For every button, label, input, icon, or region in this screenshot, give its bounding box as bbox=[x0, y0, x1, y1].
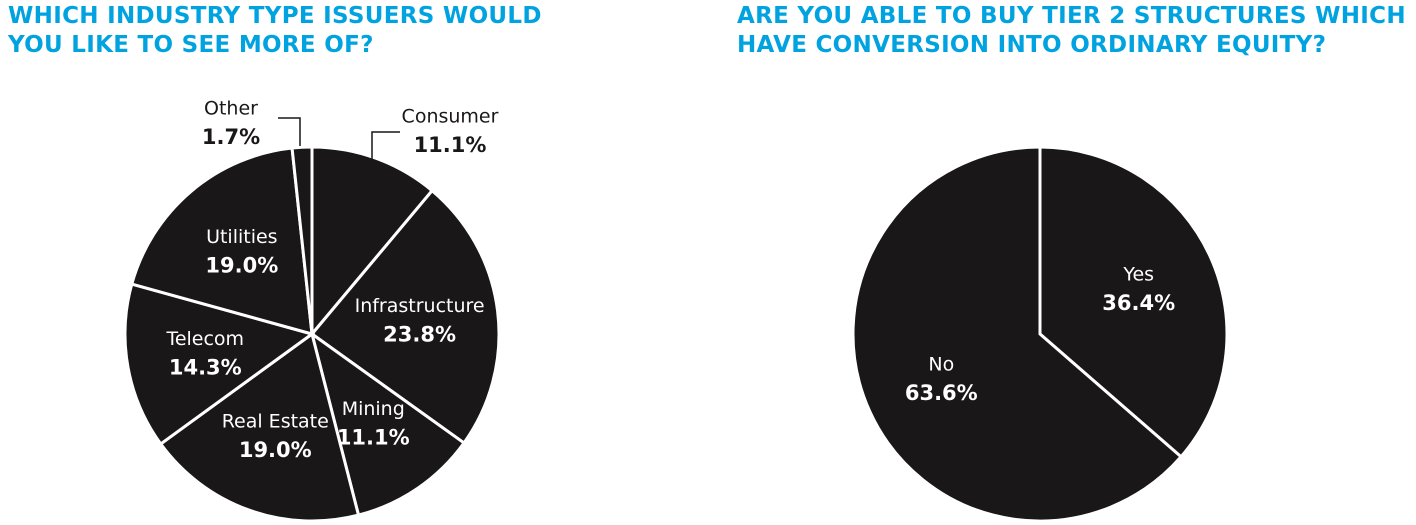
pie-slice bbox=[1038, 145, 1229, 459]
slice-label: Real Estate bbox=[222, 411, 329, 433]
chart-title: WHICH INDUSTRY TYPE ISSUERS WOULD YOU LI… bbox=[8, 3, 542, 58]
leader-line bbox=[371, 131, 400, 160]
pie-slice bbox=[129, 146, 314, 337]
slice-value-label: 36.4% bbox=[1102, 291, 1175, 315]
slice-value-label: 19.0% bbox=[205, 253, 278, 277]
slice-value-label: 11.1% bbox=[337, 426, 410, 450]
leader-line bbox=[278, 117, 301, 146]
slice-label: Telecom bbox=[165, 328, 244, 350]
pie-slice bbox=[290, 145, 314, 335]
slice-label: Other bbox=[204, 98, 258, 120]
pie-slice bbox=[309, 330, 467, 517]
slice-value-label: 23.8% bbox=[383, 322, 456, 346]
slice-value-label: 14.3% bbox=[169, 355, 242, 379]
pie-slice bbox=[310, 145, 435, 339]
pie-slice bbox=[309, 188, 501, 446]
slice-value-label: 63.6% bbox=[905, 381, 978, 405]
slice-label: Infrastructure bbox=[355, 295, 485, 317]
pie-slice bbox=[158, 331, 361, 523]
slice-label: Yes bbox=[1122, 264, 1154, 286]
pie-slice bbox=[123, 282, 316, 447]
slice-label: Mining bbox=[342, 398, 405, 420]
slice-value-label: 1.7% bbox=[202, 125, 260, 149]
pie-slice bbox=[851, 145, 1184, 523]
slice-value-label: 11.1% bbox=[414, 133, 487, 157]
chart-title: ARE YOU ABLE TO BUY TIER 2 STRUCTURES WH… bbox=[737, 3, 1406, 58]
slice-label: Utilities bbox=[206, 226, 278, 248]
slice-value-label: 19.0% bbox=[239, 438, 312, 462]
slice-label: Consumer bbox=[402, 106, 499, 128]
slice-label: No bbox=[928, 353, 954, 375]
